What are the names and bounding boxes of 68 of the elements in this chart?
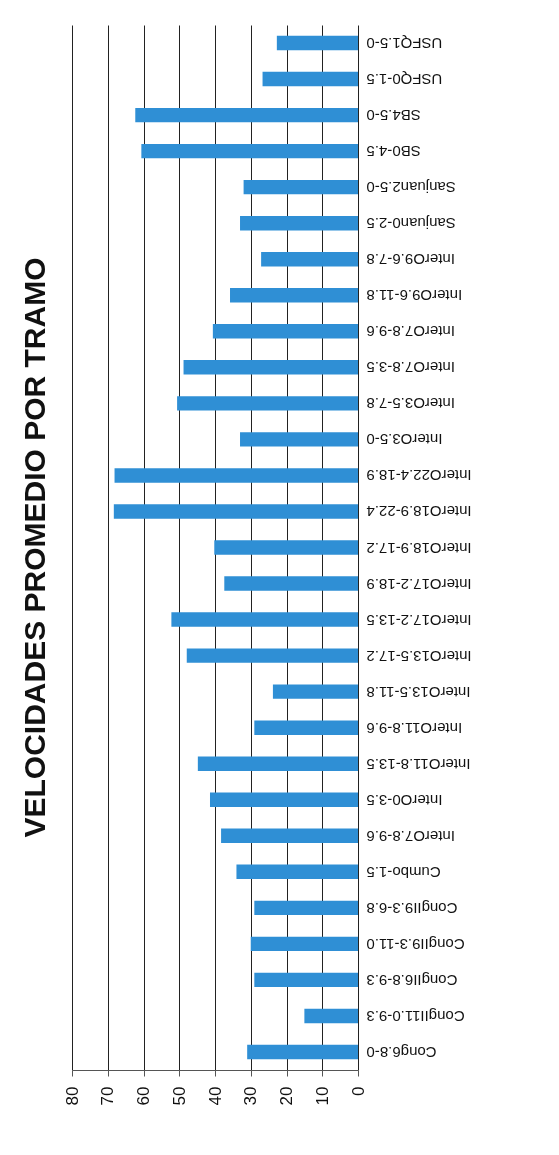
y-tick-label: InterO17.2-18.9 — [366, 575, 472, 593]
y-tick-label: USFQ1.5-0 — [366, 35, 443, 53]
bar — [171, 612, 358, 627]
x-tick-label: 70 — [98, 1086, 118, 1106]
bar — [141, 143, 358, 159]
y-tick-label: InterO7.8-9.6 — [366, 323, 455, 341]
bar — [254, 720, 358, 735]
x-tick-label: 10 — [312, 1086, 332, 1106]
y-tick-label: InterO18.9-17.2 — [366, 539, 472, 557]
y-tick-label: SB4.5-0 — [366, 107, 421, 125]
text: VELOCIDADES PROMEDIO POR TRAMO — [18, 257, 51, 838]
y-tick-label: Cumbo-1.5 — [366, 863, 441, 881]
x-tick-label: 30 — [241, 1086, 261, 1106]
y-tick-label: InterO17.2-13.5 — [366, 611, 472, 629]
y-tick-label: InterO0-3.5 — [366, 791, 443, 809]
y-tick-label: CongII11.0-9.3 — [366, 1007, 465, 1025]
y-tick-label: SB0-4.5 — [366, 143, 421, 161]
y-tick-label: InterO3.5-7.8 — [366, 395, 455, 413]
y-tick-label: Sanjuan2.5-0 — [366, 179, 456, 197]
y-tick-label: InterO13.5-17.2 — [366, 647, 472, 665]
x-tick-label: 80 — [62, 1086, 82, 1106]
bar — [247, 1044, 358, 1060]
x-tick-label: 50 — [169, 1086, 189, 1106]
bar — [214, 540, 358, 555]
bar — [304, 1008, 358, 1024]
x-tick-label: 40 — [205, 1086, 225, 1106]
bar — [212, 324, 358, 339]
bar — [183, 360, 358, 375]
bar — [177, 396, 358, 411]
bar — [135, 107, 358, 123]
bar — [272, 684, 358, 699]
y-tick-label: InterO18.9-22.4 — [366, 503, 472, 521]
y-tick-label: InterO7.8-3.5 — [366, 359, 455, 377]
bar — [243, 179, 358, 195]
bar — [197, 756, 358, 771]
bar — [236, 864, 358, 880]
y-tick-label: USFQ0-1.5 — [366, 71, 443, 89]
bar — [230, 288, 358, 303]
y-tick-label: InterO13.5-11.8 — [366, 683, 471, 701]
x-tick-label: 0 — [348, 1086, 368, 1096]
y-tick-label: InterO7.8-9.6 — [366, 827, 455, 845]
bar — [240, 215, 358, 231]
bar — [113, 504, 358, 519]
x-tick-label: 20 — [277, 1086, 296, 1106]
y-tick-label: InterO11.8-13.5 — [366, 755, 471, 773]
y-tick-label: CongII9.3-11.0 — [366, 935, 465, 953]
y-tick-label: InterO9.6-11.8 — [366, 287, 463, 305]
bar — [186, 648, 358, 663]
y-tick-label: CongII6.8-9.3 — [366, 971, 458, 989]
bar — [276, 35, 358, 51]
y-tick-label: InterO9.6-7.8 — [366, 251, 455, 269]
y-tick-label: Sanjuan0-2.5 — [366, 215, 456, 233]
bar — [224, 576, 358, 591]
bar — [250, 936, 358, 952]
bar — [254, 972, 358, 988]
y-tick-label: Cong6.8-0 — [366, 1043, 437, 1061]
bar — [254, 900, 358, 916]
y-tick-label: CongII9.3-6.8 — [366, 899, 458, 917]
y-tick-label: InterO22.4-18.9 — [366, 467, 472, 485]
bar — [261, 252, 358, 267]
bar — [114, 468, 358, 483]
y-tick-label: InterO11.8-9.6 — [366, 719, 463, 737]
x-tick-label: 60 — [134, 1086, 153, 1106]
bar — [240, 432, 358, 447]
bar — [210, 792, 358, 807]
y-tick-label: InterO3.5-0 — [366, 431, 443, 449]
bar — [221, 828, 358, 843]
bar — [262, 71, 358, 87]
